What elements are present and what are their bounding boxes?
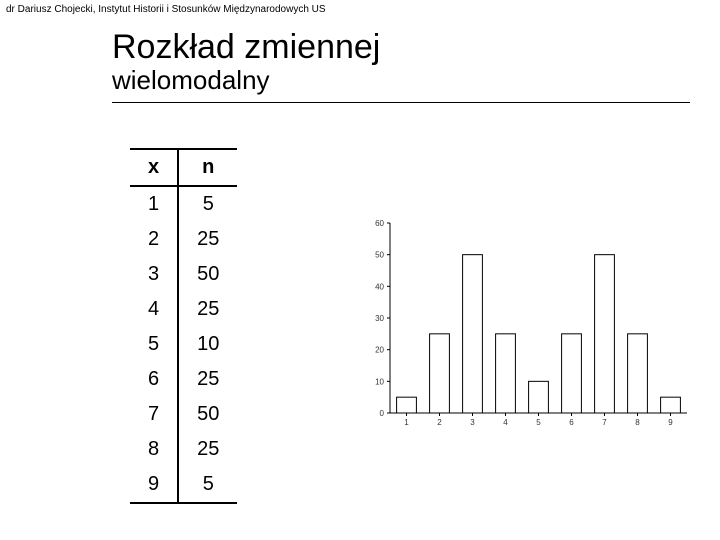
bar xyxy=(463,255,483,413)
x-tick-label: 1 xyxy=(404,418,409,427)
cell-x: 5 xyxy=(130,327,178,362)
bar xyxy=(661,397,681,413)
bar xyxy=(430,334,450,413)
bar-chart-svg: 0 10 20 30 40 50 60 1 2 3 4 5 6 7 8 9 xyxy=(362,218,692,438)
y-tick-label: 0 xyxy=(380,409,385,418)
bar-chart: 0 10 20 30 40 50 60 1 2 3 4 5 6 7 8 9 xyxy=(362,218,692,438)
cell-x: 7 xyxy=(130,397,178,432)
y-tick-label: 50 xyxy=(375,251,384,260)
col-header-n: n xyxy=(178,149,237,186)
x-tick-label: 4 xyxy=(503,418,508,427)
y-tick-label: 10 xyxy=(375,377,384,386)
cell-x: 9 xyxy=(130,467,178,503)
cell-x: 6 xyxy=(130,362,178,397)
bar xyxy=(628,334,648,413)
title-block: Rozkład zmiennej wielomodalny xyxy=(112,28,690,103)
cell-n: 5 xyxy=(178,467,237,503)
title-sub: wielomodalny xyxy=(112,65,690,96)
table-body: 1522535042551062575082595 xyxy=(130,186,237,503)
x-tick-label: 8 xyxy=(635,418,640,427)
x-tick-label: 6 xyxy=(569,418,574,427)
cell-n: 10 xyxy=(178,327,237,362)
table-header-row: x n xyxy=(130,149,237,186)
cell-n: 25 xyxy=(178,222,237,257)
cell-x: 2 xyxy=(130,222,178,257)
credit-line: dr Dariusz Chojecki, Instytut Historii i… xyxy=(6,4,326,15)
y-tick-label: 60 xyxy=(375,219,384,228)
table-row: 510 xyxy=(130,327,237,362)
table-row: 625 xyxy=(130,362,237,397)
x-tick-label: 7 xyxy=(602,418,607,427)
table-row: 95 xyxy=(130,467,237,503)
cell-n: 50 xyxy=(178,257,237,292)
cell-x: 3 xyxy=(130,257,178,292)
title-main: Rozkład zmiennej xyxy=(112,28,690,67)
table-row: 825 xyxy=(130,432,237,467)
bar xyxy=(397,397,417,413)
cell-n: 25 xyxy=(178,362,237,397)
table-row: 225 xyxy=(130,222,237,257)
bar xyxy=(496,334,516,413)
table-row: 750 xyxy=(130,397,237,432)
data-table-wrap: x n 1522535042551062575082595 xyxy=(130,148,237,504)
cell-n: 50 xyxy=(178,397,237,432)
y-tick-label: 20 xyxy=(375,346,384,355)
x-tick-label: 9 xyxy=(668,418,673,427)
bar xyxy=(529,381,549,413)
x-tick-label: 2 xyxy=(437,418,442,427)
x-tick-label: 3 xyxy=(470,418,475,427)
cell-x: 4 xyxy=(130,292,178,327)
y-tick-label: 40 xyxy=(375,282,384,291)
bar xyxy=(595,255,615,413)
cell-n: 25 xyxy=(178,292,237,327)
table-row: 425 xyxy=(130,292,237,327)
cell-n: 5 xyxy=(178,186,237,222)
title-rule xyxy=(112,102,690,103)
y-tick-label: 30 xyxy=(375,314,384,323)
cell-x: 8 xyxy=(130,432,178,467)
cell-x: 1 xyxy=(130,186,178,222)
table-row: 350 xyxy=(130,257,237,292)
data-table: x n 1522535042551062575082595 xyxy=(130,148,237,504)
x-tick-label: 5 xyxy=(536,418,541,427)
table-row: 15 xyxy=(130,186,237,222)
col-header-x: x xyxy=(130,149,178,186)
cell-n: 25 xyxy=(178,432,237,467)
bar xyxy=(562,334,582,413)
